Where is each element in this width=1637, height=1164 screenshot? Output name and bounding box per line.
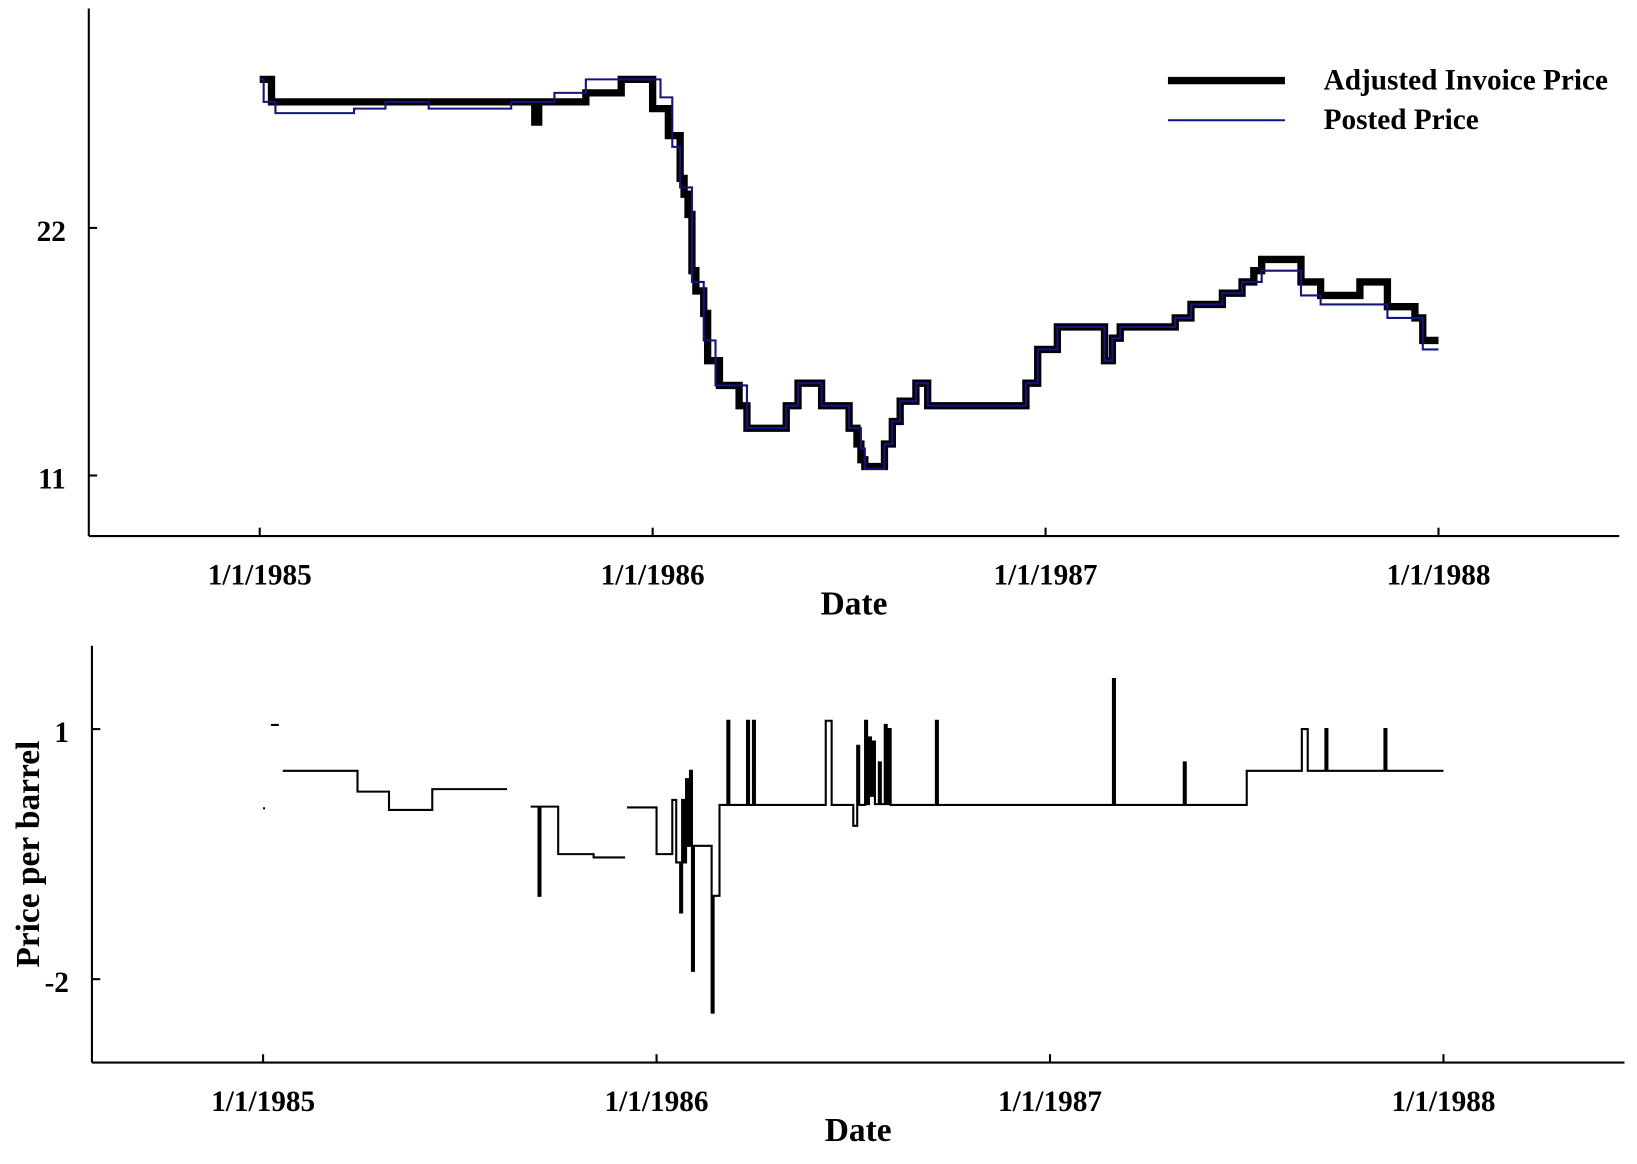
- x-tick-label: 1/1/1987: [998, 1086, 1102, 1118]
- y-axis-label: Price per barrel: [10, 741, 47, 968]
- x-tick-label: 1/1/1988: [1391, 1086, 1495, 1118]
- y-tick-label: -2: [45, 967, 69, 999]
- y-tick-label: 1: [54, 717, 69, 749]
- x-axis-label: Date: [825, 1112, 892, 1149]
- x-tick-label: 1/1/1987: [994, 560, 1098, 592]
- y-tick-label: 11: [38, 463, 66, 495]
- x-tick-label: 1/1/1986: [605, 1086, 709, 1118]
- legend-label: Adjusted Invoice Price: [1324, 64, 1608, 96]
- x-tick-label: 1/1/1985: [211, 1086, 315, 1118]
- y-tick-label: 22: [37, 216, 66, 248]
- data-line: [259, 78, 1439, 470]
- x-tick-label: 1/1/1985: [208, 560, 312, 592]
- legend-label: Posted Price: [1324, 104, 1479, 136]
- x-tick-label: 1/1/1988: [1386, 560, 1490, 592]
- x-tick-label: 1/1/1986: [601, 560, 705, 592]
- data-line: [263, 678, 1444, 1014]
- x-axis-label: Date: [821, 586, 888, 623]
